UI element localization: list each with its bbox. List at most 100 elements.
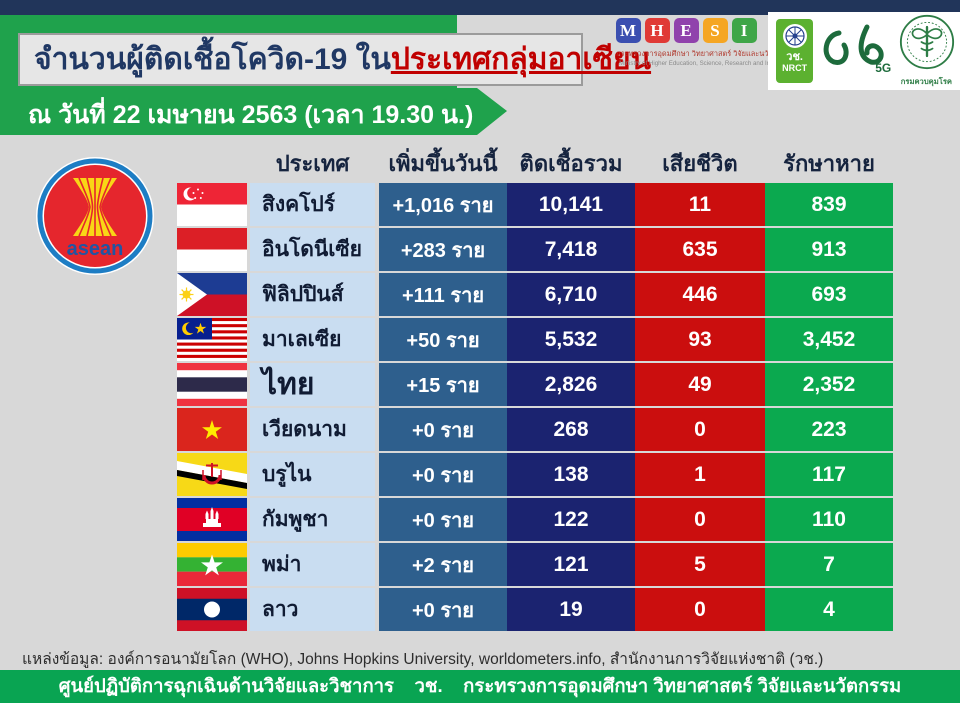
country-name: อินโดนีเซีย — [250, 228, 375, 271]
fiveg-label: 5G — [875, 61, 892, 75]
flag-brunei-icon — [177, 453, 247, 496]
mhesi-tile-e: E — [673, 18, 699, 43]
mhesi-english-caption: Ministry of Higher Education, Science, R… — [619, 60, 794, 67]
recovered-cell: 117 — [765, 453, 893, 496]
recovered-cell: 693 — [765, 273, 893, 316]
new-cases-cell: +50 ราย — [379, 318, 507, 361]
total-cases-cell: 121 — [507, 543, 635, 586]
column-header-deaths: เสียชีวิต — [662, 151, 738, 176]
new-cases-cell: +111 ราย — [379, 273, 507, 316]
country-name: สิงคโปร์ — [250, 183, 375, 226]
mhesi-tile-h: H — [644, 18, 670, 43]
deaths-cell: 446 — [635, 273, 765, 316]
logo-panel: วช. NRCT 5G กรมควบคุมโรค — [768, 12, 960, 90]
table-row: ฟิลิปปินส์ +111 ราย 6,710 446 693 — [177, 273, 893, 316]
mhesi-logo: M H E S I กระทรวงการอุดมศึกษา วิทยาศาสตร… — [610, 18, 794, 67]
page-title: จำนวนผู้ติดเชื้อโควิด-19 ใน ประเทศกลุ่มอา… — [18, 33, 651, 86]
source-note: แหล่งข้อมูล: องค์การอนามัยโลก (WHO), Joh… — [22, 651, 824, 668]
table-row: มาเลเซีย +50 ราย 5,532 93 3,452 — [177, 318, 893, 361]
country-name: บรูไน — [250, 453, 375, 496]
title-prefix: จำนวนผู้ติดเชื้อโควิด-19 ใน — [34, 43, 391, 76]
nrct-60th-5g-logo: 5G — [817, 21, 891, 81]
deaths-cell: 5 — [635, 543, 765, 586]
total-cases-cell: 122 — [507, 498, 635, 541]
as-of-date: ณ วันที่ 22 เมษายน 2563 (เวลา 19.30 น.) — [28, 101, 474, 129]
mhesi-tile-i: I — [731, 18, 757, 43]
new-cases-cell: +2 ราย — [379, 543, 507, 586]
asean-wordmark: asean — [67, 238, 124, 260]
table-row: เวียดนาม +0 ราย 268 0 223 — [177, 408, 893, 451]
covid-table: ประเทศ เพิ่มขึ้นวันนี้ ติดเชื้อรวม เสียช… — [177, 145, 893, 633]
column-header-new-today: เพิ่มขึ้นวันนี้ — [388, 151, 498, 176]
recovered-cell: 4 — [765, 588, 893, 631]
new-cases-cell: +0 ราย — [379, 408, 507, 451]
nrct-logo: วช. NRCT — [776, 19, 814, 83]
mhesi-tile-m: M — [615, 18, 641, 43]
flag-myanmar-icon — [177, 543, 247, 586]
recovered-cell: 110 — [765, 498, 893, 541]
column-header-country: ประเทศ — [275, 151, 350, 176]
deaths-cell: 0 — [635, 408, 765, 451]
total-cases-cell: 2,826 — [507, 363, 635, 406]
table-row: ลาว +0 ราย 19 0 4 — [177, 588, 893, 631]
country-name: ไทย — [250, 363, 375, 406]
nrct-english-label: NRCT — [782, 63, 808, 73]
total-cases-cell: 7,418 — [507, 228, 635, 271]
flag-laos-icon — [177, 588, 247, 631]
ddc-label: กรมควบคุมโรค — [901, 77, 953, 86]
country-name: กัมพูชา — [250, 498, 375, 541]
flag-vietnam-icon — [177, 408, 247, 451]
deaths-cell: 93 — [635, 318, 765, 361]
table-row: บรูไน +0 ราย 138 1 117 — [177, 453, 893, 496]
mhesi-tile-s: S — [702, 18, 728, 43]
deaths-cell: 0 — [635, 588, 765, 631]
nrct-wheel-icon — [782, 24, 807, 48]
new-cases-cell: +15 ราย — [379, 363, 507, 406]
total-cases-cell: 5,532 — [507, 318, 635, 361]
country-name: พม่า — [250, 543, 375, 586]
footer-bar: ศูนย์ปฏิบัติการฉุกเฉินด้านวิจัยและวิชากา… — [0, 670, 960, 703]
recovered-cell: 913 — [765, 228, 893, 271]
country-name: เวียดนาม — [250, 408, 375, 451]
mhesi-letter-tiles: M H E S I — [610, 18, 762, 43]
new-cases-cell: +0 ราย — [379, 453, 507, 496]
recovered-cell: 839 — [765, 183, 893, 226]
nrct-thai-label: วช. — [786, 51, 803, 63]
total-cases-cell: 19 — [507, 588, 635, 631]
new-cases-cell: +0 ราย — [379, 588, 507, 631]
deaths-cell: 1 — [635, 453, 765, 496]
table-row: สิงคโปร์ +1,016 ราย 10,141 11 839 — [177, 183, 893, 226]
country-name: ลาว — [250, 588, 375, 631]
new-cases-cell: +1,016 ราย — [379, 183, 507, 226]
deaths-cell: 0 — [635, 498, 765, 541]
asean-logo: asean — [35, 156, 155, 276]
country-name: มาเลเซีย — [250, 318, 375, 361]
table-row: กัมพูชา +0 ราย 122 0 110 — [177, 498, 893, 541]
flag-singapore-icon — [177, 183, 247, 226]
new-cases-cell: +0 ราย — [379, 498, 507, 541]
table-header-row: ประเทศ เพิ่มขึ้นวันนี้ ติดเชื้อรวม เสียช… — [177, 145, 893, 182]
deaths-cell: 11 — [635, 183, 765, 226]
column-header-total: ติดเชื้อรวม — [519, 151, 623, 176]
deaths-cell: 49 — [635, 363, 765, 406]
total-cases-cell: 6,710 — [507, 273, 635, 316]
table-row: ไทย +15 ราย 2,826 49 2,352 — [177, 363, 893, 406]
title-highlight: ประเทศกลุ่มอาเซียน — [390, 43, 652, 76]
ddc-seal-icon — [899, 14, 954, 70]
flag-indonesia-icon — [177, 228, 247, 271]
recovered-cell: 2,352 — [765, 363, 893, 406]
recovered-cell: 3,452 — [765, 318, 893, 361]
total-cases-cell: 138 — [507, 453, 635, 496]
table-row: พม่า +2 ราย 121 5 7 — [177, 543, 893, 586]
column-header-recovered: รักษาหาย — [783, 151, 875, 176]
asean-emblem-icon: asean — [36, 157, 154, 275]
flag-philippines-icon — [177, 273, 247, 316]
total-cases-cell: 10,141 — [507, 183, 635, 226]
country-name: ฟิลิปปินส์ — [250, 273, 375, 316]
flag-thailand-icon — [177, 363, 247, 406]
new-cases-cell: +283 ราย — [379, 228, 507, 271]
flag-malaysia-icon — [177, 318, 247, 361]
ddc-logo: กรมควบคุมโรค — [895, 14, 958, 88]
swirl-numerals-icon — [823, 24, 884, 65]
deaths-cell: 635 — [635, 228, 765, 271]
